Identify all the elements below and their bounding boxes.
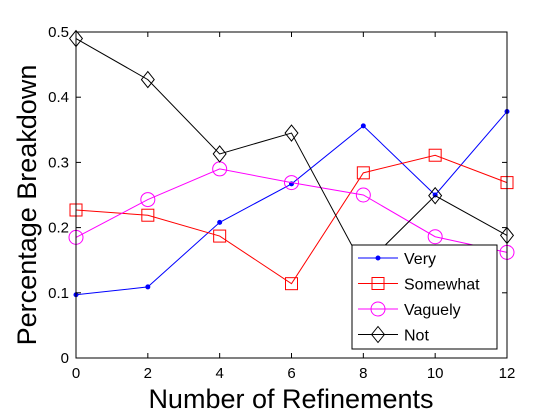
y-tick-label: 0.4 [48,89,69,106]
data-point-vaguely [284,175,299,191]
series-somewhat [69,148,514,291]
legend-box [351,244,498,350]
y-tick-label: 0.3 [48,154,69,171]
x-tick-label: 12 [499,365,516,382]
data-point-not [212,145,227,163]
y-axis: 0 0.1 0.2 0.3 0.4 0.5 [48,24,507,367]
series-vaguely [68,161,515,260]
series-line-vaguely [75,168,508,253]
legend-marker-somewhat [371,277,385,290]
x-tick-label: 0 [72,365,80,382]
y-tick-label: 0.2 [48,220,69,237]
legend-marker-vaguely [370,301,386,317]
data-point-very [217,219,223,225]
legend: Very Somewhat Vaguely Not [351,244,498,350]
series-not [68,29,515,276]
data-point-not [284,124,299,142]
y-tick-label: 0.5 [48,24,69,41]
series-layer [68,29,515,298]
legend-item-not: Not [358,325,429,345]
x-axis: 0 2 4 6 8 10 12 [72,32,516,382]
x-tick-label: 10 [427,365,444,382]
y-tick-label: 0 [61,350,69,367]
x-tick-label: 6 [287,365,295,382]
data-point-very [360,123,366,129]
x-tick-label: 4 [215,365,223,382]
data-point-somewhat [213,229,227,243]
data-point-not [140,70,155,89]
x-tick-label: 2 [144,365,152,382]
data-point-vaguely [355,187,371,203]
legend-item-vaguely: Vaguely [358,301,461,319]
x-tick-label: 8 [359,365,367,382]
data-point-not [428,186,443,205]
data-point-somewhat [285,277,298,291]
legend-label-vaguely: Vaguely [404,302,461,319]
x-axis-label: Number of Refinements [148,384,433,414]
y-tick-label: 0.1 [48,285,69,302]
legend-label-not: Not [404,328,429,345]
legend-label-somewhat: Somewhat [404,277,480,294]
legend-label-very: Very [404,251,436,268]
legend-item-somewhat: Somewhat [358,277,480,294]
legend-item-very: Very [358,251,436,268]
data-point-vaguely [140,192,156,208]
legend-marker-very [375,255,381,261]
series-line-not [75,38,508,268]
y-axis-label: Percentage Breakdown [12,65,42,346]
legend-marker-not [370,325,386,344]
data-point-somewhat [428,148,442,162]
data-point-somewhat [356,166,370,180]
data-point-very [145,284,151,290]
data-point-somewhat [141,208,155,222]
series-line-somewhat [75,154,508,285]
data-point-vaguely [427,229,443,245]
